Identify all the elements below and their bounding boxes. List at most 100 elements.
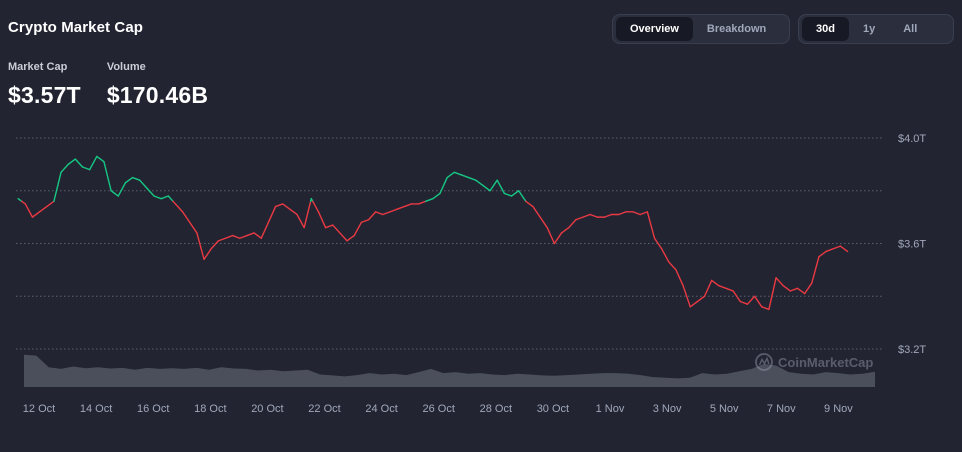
- line-segment: [475, 179, 484, 187]
- x-tick-label: 3 Nov: [653, 403, 682, 415]
- x-tick-label: 20 Oct: [251, 403, 283, 415]
- line-segment: [482, 184, 491, 192]
- market-cap-stat: Market Cap $3.57T: [8, 61, 81, 109]
- line-segment: [60, 163, 69, 173]
- line-segment: [110, 190, 119, 197]
- market-cap-value: $3.57T: [8, 82, 81, 108]
- range-1y-tab[interactable]: 1y: [862, 23, 876, 35]
- line-segment: [46, 200, 55, 208]
- line-segment: [568, 219, 577, 229]
- line-segment: [38, 205, 48, 213]
- line-segment: [525, 200, 534, 208]
- x-tick-label: 24 Oct: [365, 403, 397, 415]
- line-segment: [312, 200, 320, 213]
- stats-row: Market Cap $3.57T Volume $170.46B: [8, 61, 208, 109]
- line-segment: [718, 285, 727, 290]
- line-segment: [353, 221, 363, 237]
- line-segment: [746, 295, 756, 305]
- line-segment: [775, 277, 784, 287]
- line-segment: [96, 155, 105, 163]
- range-all-tab[interactable]: All: [903, 23, 918, 35]
- x-tick-label: 1 Nov: [596, 403, 625, 415]
- line-segment: [460, 174, 470, 179]
- line-segment: [832, 245, 842, 250]
- line-segment: [732, 290, 741, 303]
- line-segment: [682, 285, 691, 308]
- line-segment: [260, 221, 270, 239]
- line-segment: [446, 171, 455, 179]
- line-segment: [339, 232, 348, 242]
- line-segment: [374, 211, 384, 216]
- line-segment: [103, 161, 112, 192]
- line-segment: [224, 234, 234, 239]
- line-segment: [181, 211, 191, 224]
- line-segment: [839, 245, 849, 253]
- price-line: [17, 155, 849, 311]
- line-segment: [425, 197, 434, 203]
- line-segment: [253, 232, 262, 239]
- line-segment: [317, 211, 327, 229]
- line-segment: [296, 213, 305, 229]
- line-segment: [131, 176, 141, 181]
- line-segment: [24, 203, 34, 218]
- line-segment: [675, 269, 684, 287]
- line-segment: [703, 279, 713, 297]
- x-tick-label: 26 Oct: [422, 403, 454, 415]
- line-segment: [618, 211, 627, 216]
- breakdown-tab[interactable]: Breakdown: [706, 23, 767, 35]
- line-segment: [532, 205, 541, 218]
- x-tick-label: 5 Nov: [710, 403, 739, 415]
- line-segment: [403, 203, 413, 208]
- y-axis: $4.0T $3.6T $3.2T: [898, 133, 926, 356]
- line-segment: [818, 250, 827, 258]
- y-tick-label: $3.6T: [898, 239, 926, 251]
- y-tick-label: $3.2T: [898, 344, 926, 356]
- line-segment: [753, 295, 763, 308]
- line-segment: [546, 226, 556, 245]
- line-segment: [539, 216, 548, 229]
- line-segment: [196, 232, 205, 261]
- line-segment: [174, 203, 184, 213]
- line-segment: [439, 176, 448, 195]
- watermark: CoinMarketCap: [755, 353, 873, 371]
- line-segment: [575, 216, 584, 221]
- volume-stat: Volume $170.46B: [107, 61, 208, 109]
- line-segment: [432, 192, 441, 200]
- volume-value: $170.46B: [106, 82, 209, 108]
- line-segment: [239, 234, 248, 239]
- line-segment: [782, 285, 792, 292]
- page-title: Crypto Market Cap: [8, 19, 144, 36]
- line-segment: [360, 219, 370, 224]
- line-segment: [653, 237, 663, 250]
- line-segment: [53, 171, 62, 203]
- line-segment: [553, 232, 563, 245]
- market-cap-label: Market Cap: [8, 61, 68, 73]
- line-segment: [417, 200, 427, 205]
- line-segment: [639, 211, 649, 216]
- overview-tab[interactable]: Overview: [616, 17, 693, 41]
- line-segment: [396, 205, 405, 210]
- line-segment: [711, 279, 720, 287]
- line-segment: [167, 195, 174, 203]
- volume-area: [24, 354, 875, 387]
- line-segment: [825, 248, 834, 253]
- line-segment: [267, 205, 277, 224]
- line-segment: [81, 166, 91, 171]
- line-segment: [67, 158, 77, 166]
- line-segment: [489, 179, 498, 192]
- line-segment: [803, 282, 813, 295]
- y-tick-label: $4.0T: [898, 133, 926, 145]
- line-segment: [603, 213, 613, 218]
- line-segment: [789, 287, 799, 292]
- grid-lines: [16, 137, 884, 350]
- range-30d-tab[interactable]: 30d: [802, 17, 849, 41]
- line-segment: [389, 208, 398, 213]
- line-segment: [289, 208, 298, 216]
- line-segment: [382, 211, 391, 216]
- line-segment: [517, 190, 527, 203]
- x-tick-label: 18 Oct: [194, 403, 226, 415]
- x-tick-label: 12 Oct: [23, 403, 55, 415]
- line-segment: [117, 182, 127, 197]
- line-segment: [761, 306, 770, 311]
